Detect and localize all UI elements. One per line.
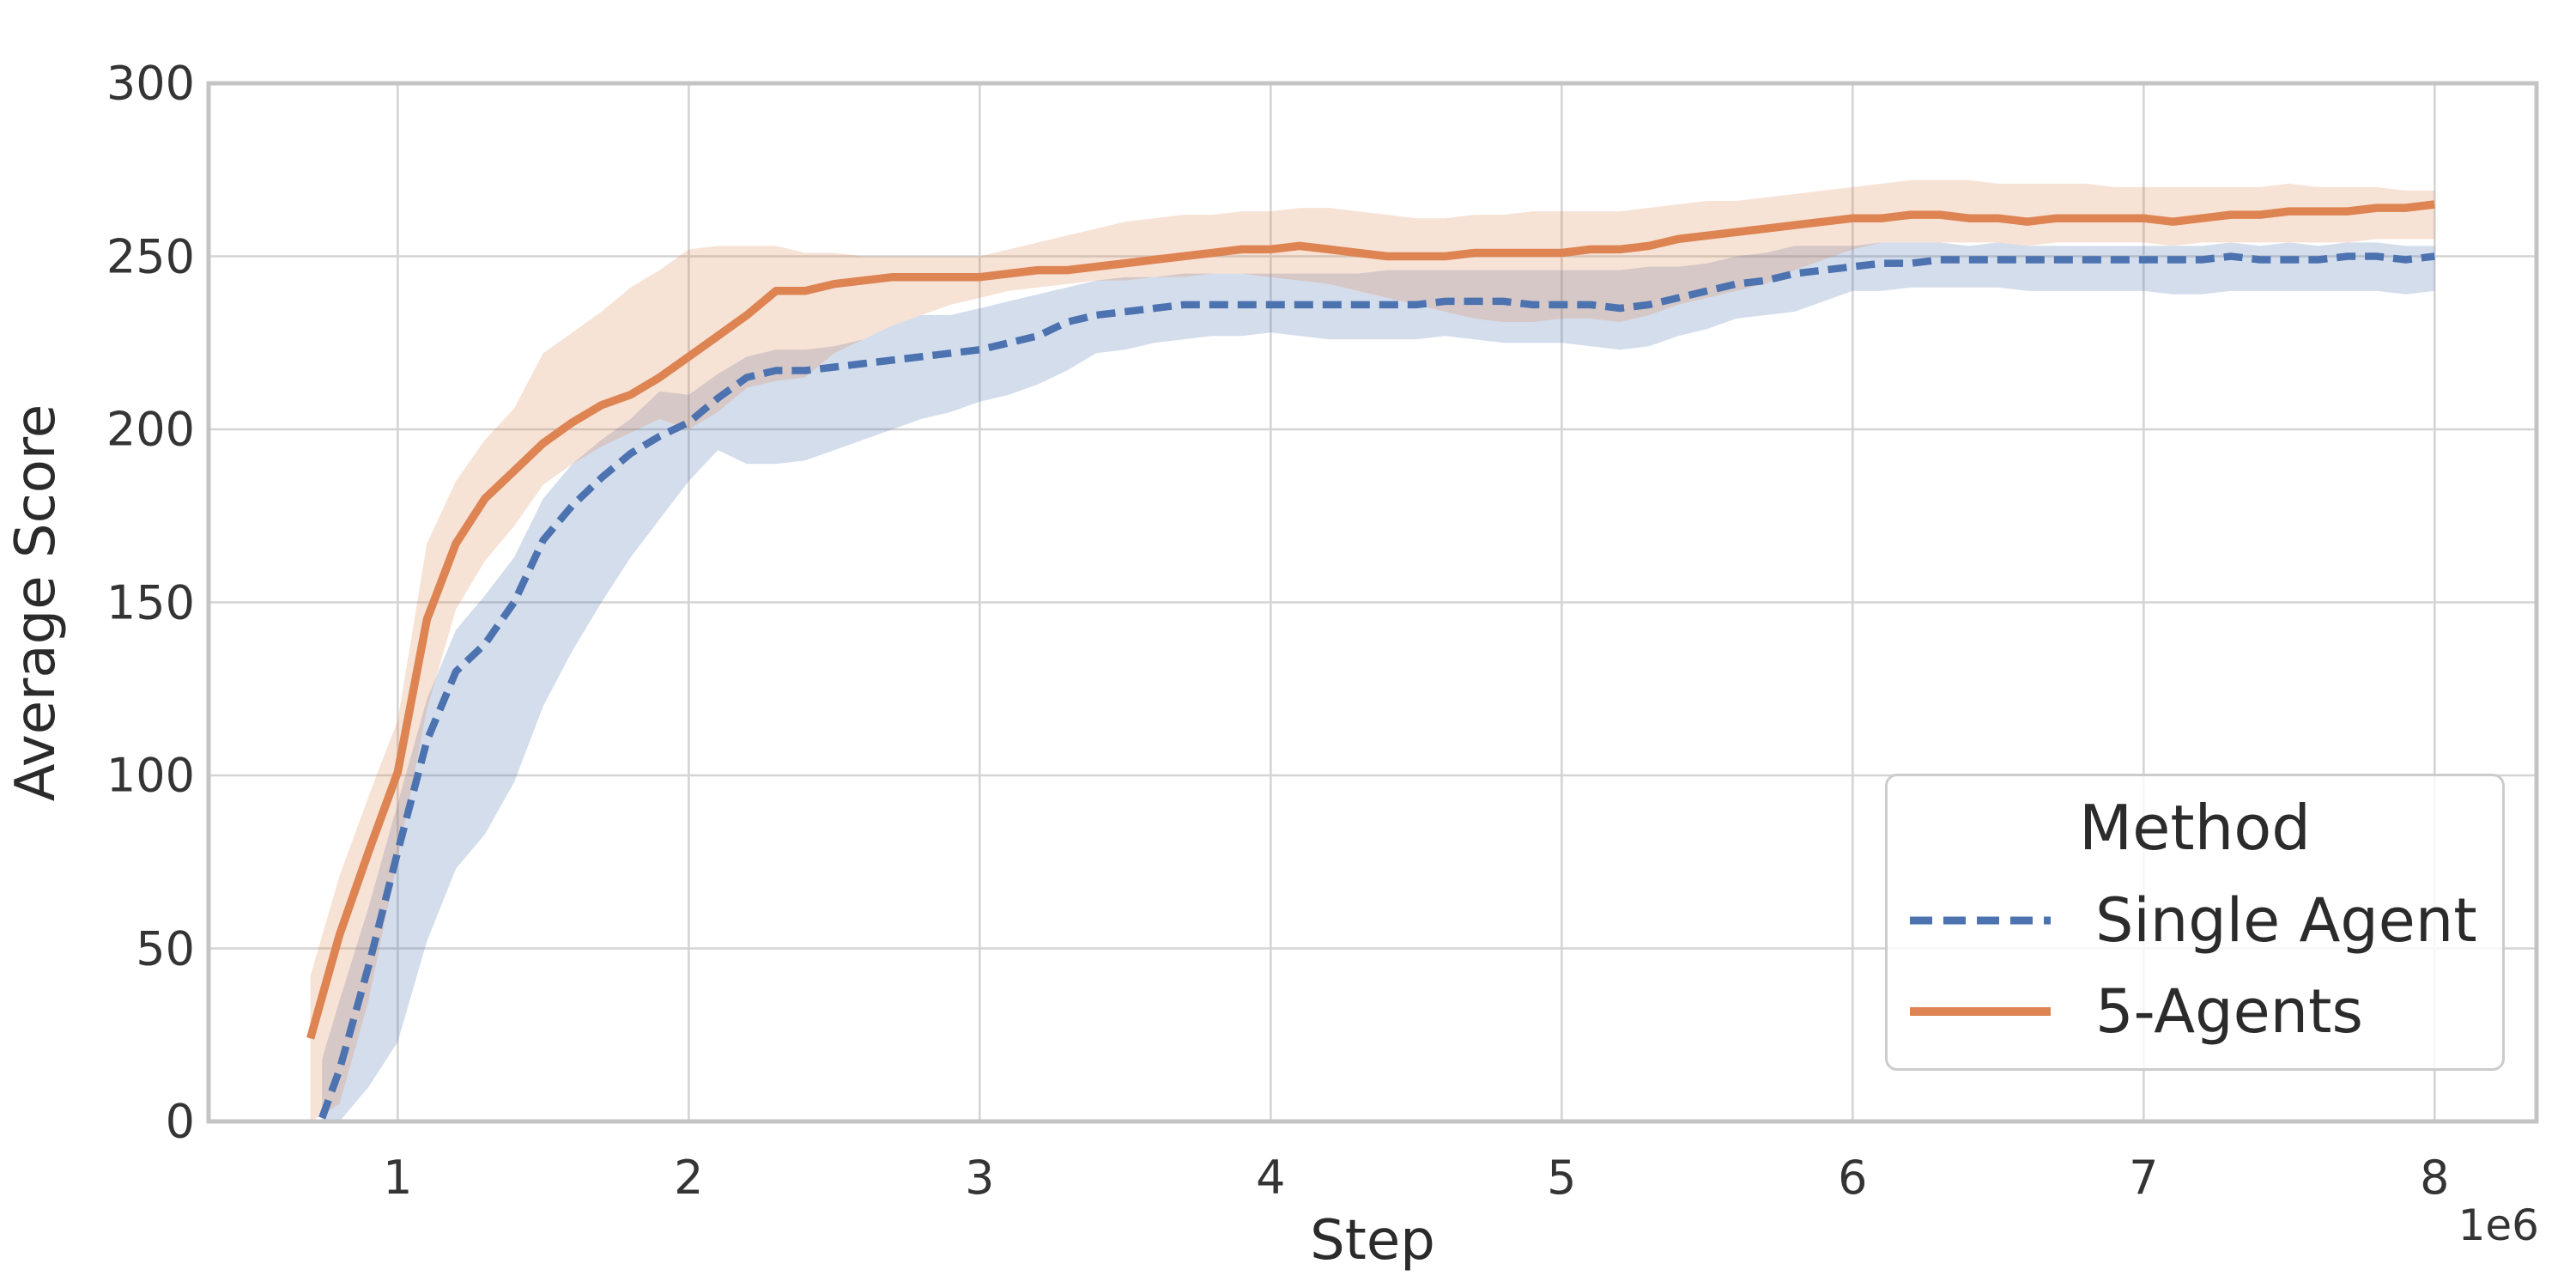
x-tick-label-6: 6 [1838, 1151, 1868, 1205]
series-line-5-agents [306, 200, 2435, 1040]
y-tick-label-100: 100 [106, 748, 195, 803]
y-tick-label-150: 150 [106, 575, 195, 629]
single-agent-dashed-line-icon [1910, 916, 2051, 925]
axes-spines [206, 81, 2539, 1124]
x-tick-label-7: 7 [2129, 1151, 2159, 1205]
x-axis-offset-label: 1e6 [2458, 1200, 2539, 1250]
legend: Method Single Agent 5-Agents [1885, 774, 2505, 1071]
legend-title: Method [2078, 792, 2312, 864]
legend-entry-5-agents: 5-Agents [1906, 976, 2502, 1047]
y-tick-label-250: 250 [106, 229, 195, 283]
legend-label: Single Agent [2095, 885, 2477, 956]
legend-entry-single-agent: Single Agent [1906, 885, 2502, 956]
y-tick-label-300: 300 [106, 56, 195, 111]
x-tick-label-2: 2 [674, 1151, 704, 1205]
legend-label: 5-Agents [2095, 976, 2363, 1047]
five-agents-solid-line-icon [1910, 1007, 2051, 1016]
x-axis-label: Step [1310, 1209, 1435, 1273]
x-tick-label-4: 4 [1256, 1151, 1286, 1205]
x-tick-label-8: 8 [2420, 1151, 2450, 1205]
x-tick-label-1: 1 [383, 1151, 413, 1205]
x-tick-label-5: 5 [1547, 1151, 1577, 1205]
y-tick-label-0: 0 [165, 1094, 195, 1149]
y-tick-label-200: 200 [106, 402, 195, 457]
x-tick-label-3: 3 [965, 1151, 995, 1205]
y-tick-label-50: 50 [136, 921, 195, 975]
y-axis-label: Average Score [4, 404, 68, 802]
